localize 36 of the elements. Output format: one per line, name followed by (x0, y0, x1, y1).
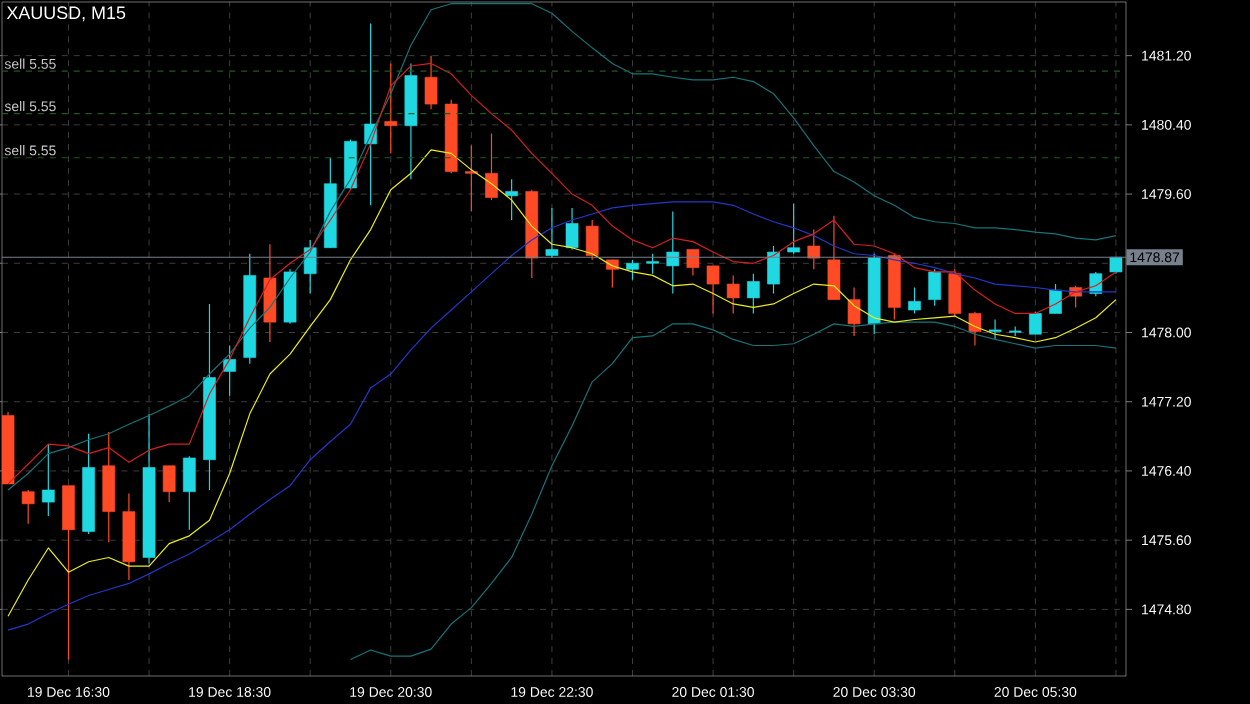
candlestick (21, 489, 35, 525)
candlestick (465, 145, 478, 212)
candlestick (948, 268, 962, 317)
candlestick (726, 274, 740, 315)
candlestick (505, 178, 518, 221)
chart-title: XAUUSD, M15 (6, 6, 126, 22)
candlestick (706, 265, 720, 315)
candlestick (585, 219, 599, 261)
candlestick (646, 253, 659, 275)
candlestick (263, 243, 277, 343)
candlestick (827, 215, 841, 301)
candlestick (62, 485, 75, 661)
candlestick (1049, 283, 1062, 315)
candlestick (686, 248, 700, 276)
candlestick (807, 228, 821, 270)
candlestick (928, 268, 941, 307)
candlestick (787, 202, 800, 255)
candlestick (747, 273, 760, 315)
candlestick (968, 311, 982, 347)
candlestick (102, 431, 116, 543)
candlestick (565, 207, 579, 251)
candlestick (988, 318, 1002, 341)
candlestick (847, 286, 861, 337)
candlestick (182, 455, 196, 531)
candlestick (1029, 311, 1042, 335)
candlestick (162, 465, 176, 503)
candlestick (545, 207, 559, 259)
candlestick (626, 259, 639, 281)
candlestick (384, 62, 398, 155)
candlestick (424, 55, 438, 110)
candlestick (223, 344, 236, 397)
candlestick (767, 245, 780, 295)
candlestick (485, 132, 498, 201)
candlestick (666, 210, 680, 295)
candlestick (41, 443, 55, 517)
candlestick (908, 286, 921, 315)
